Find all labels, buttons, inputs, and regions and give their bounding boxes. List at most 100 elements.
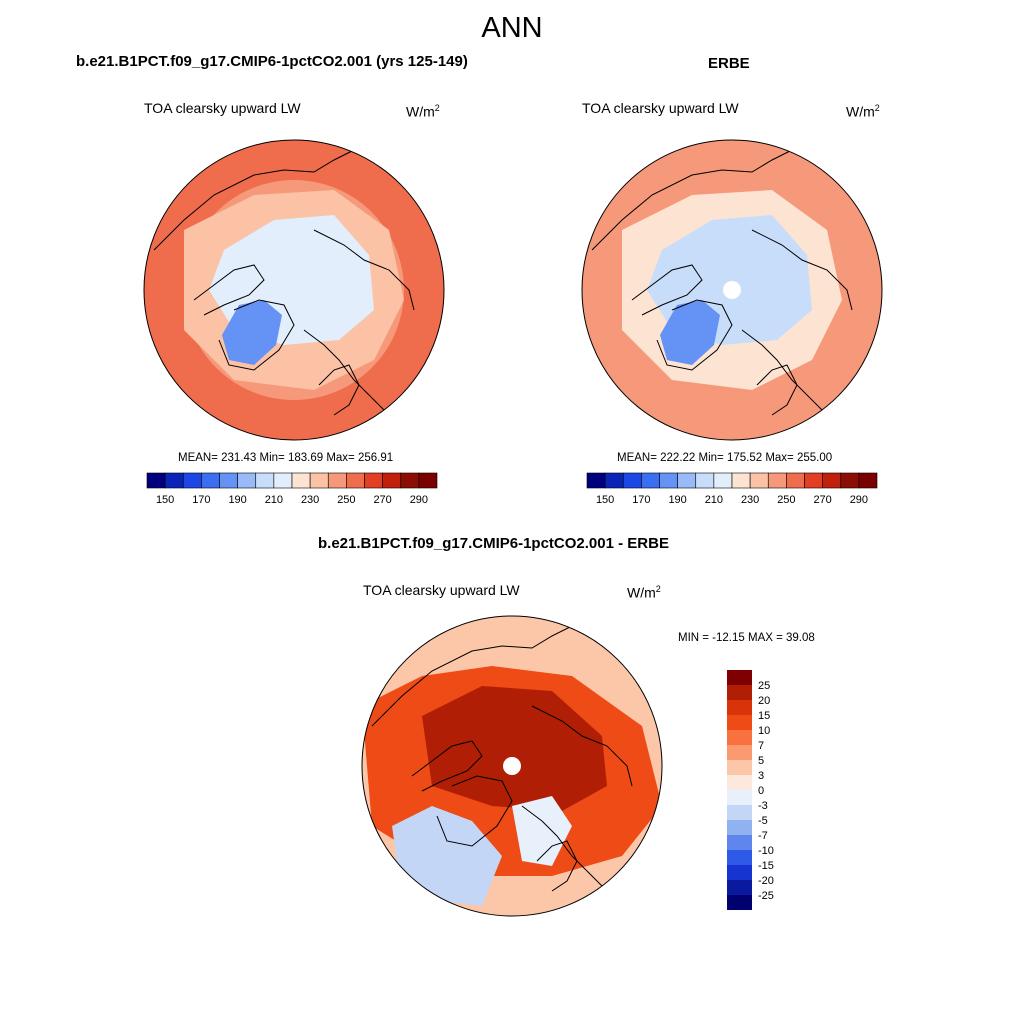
coastline-1 (371, 625, 573, 727)
polar-hole (723, 281, 741, 299)
colorbar-3-tick-label: -7 (758, 830, 768, 842)
colorbar-2-box (622, 472, 642, 489)
colorbar-1-box (364, 472, 383, 489)
colorbar-2-tick-label: 250 (777, 494, 795, 506)
coastline-6 (756, 364, 798, 416)
panel1-units: W/m2 (406, 103, 440, 120)
panel2-title: ERBE (708, 55, 750, 72)
colorbar-2-box (586, 472, 606, 489)
colorbar-2-box (677, 472, 697, 489)
colorbar-1-box (346, 472, 365, 489)
colorbar-1-box (201, 472, 220, 489)
polar-hole (503, 757, 521, 775)
colorbar-2-box (804, 472, 823, 489)
colorbar-3-box (727, 850, 752, 865)
colorbar-1-box (237, 472, 257, 489)
colorbar-1-tick-label: 190 (228, 494, 246, 506)
colorbar-3-box (727, 790, 752, 805)
map-3-border (361, 615, 663, 917)
region-eurasia-east (392, 806, 502, 906)
colorbar-2-tick-label: 210 (705, 494, 723, 506)
colorbar-1-box (164, 472, 184, 489)
colorbar-3-tick-label: -25 (758, 890, 774, 902)
colorbar-1-box (273, 472, 293, 489)
colorbar-3-box (727, 745, 752, 760)
region-siberia-negative (512, 796, 572, 866)
colorbar-2-tick-label: 150 (596, 494, 614, 506)
panel1-variable: TOA clearsky upward LW (144, 100, 301, 116)
colorbar-1-box (309, 472, 329, 489)
colorbar-3-box (727, 805, 752, 820)
colorbar-1-tick-label: 230 (301, 494, 319, 506)
colorbar-1-tick-label: 250 (337, 494, 355, 506)
colorbar-1-box (327, 472, 347, 489)
colorbar-3-tick-label: -15 (758, 860, 774, 872)
coastline-3 (218, 299, 295, 371)
colorbar-3-box (727, 730, 752, 745)
panel3-units: W/m2 (627, 584, 661, 601)
coastline-6 (536, 840, 578, 892)
colorbar-2-tick-label: 290 (850, 494, 868, 506)
colorbar-2-box (749, 472, 769, 489)
colorbar-3-box (727, 895, 752, 910)
colorbar-2-box (659, 472, 678, 489)
coastline-2 (411, 740, 483, 792)
colorbar-1-tick-label: 210 (265, 494, 283, 506)
colorbar-2-box (767, 472, 787, 489)
colorbar-2-box (731, 472, 751, 489)
coastline-3 (656, 299, 733, 371)
map-3-field (362, 616, 662, 916)
coastline-5 (531, 705, 633, 787)
colorbar-3-box (727, 835, 752, 850)
region-greenland (222, 300, 282, 365)
colorbar-1-box (146, 472, 166, 489)
map-1-field (144, 140, 444, 440)
coastline-5 (751, 229, 853, 311)
colorbar-2-box (786, 472, 805, 489)
colorbar-2-tick-label: 230 (741, 494, 759, 506)
panel1-title: b.e21.B1PCT.f09_g17.CMIP6-1pctCO2.001 (y… (76, 53, 468, 70)
colorbar-3-tick-label: 20 (758, 695, 770, 707)
colorbar-2-box (641, 472, 660, 489)
colorbar-1-box (291, 472, 311, 489)
panel2-variable: TOA clearsky upward LW (582, 100, 739, 116)
colorbar-3-box (727, 760, 752, 775)
map-2-border (581, 139, 883, 441)
colorbar-3-tick-label: 15 (758, 710, 770, 722)
colorbar-1-box (255, 472, 275, 489)
colorbar-1-box (382, 472, 402, 489)
colorbar-2-box (713, 472, 733, 489)
colorbar-3-box (727, 865, 752, 880)
colorbar-3-tick-label: 0 (758, 785, 764, 797)
coastline-1 (153, 149, 355, 251)
colorbar-1-tick-label: 170 (192, 494, 210, 506)
colorbar-3-box (727, 715, 752, 730)
panel2-stats: MEAN= 222.22 Min= 175.52 Max= 255.00 (617, 452, 833, 464)
colorbar-1-tick-label: 150 (156, 494, 174, 506)
coastline-2 (631, 264, 703, 316)
colorbar-3-tick-label: 25 (758, 680, 770, 692)
coastline-4 (521, 805, 608, 892)
colorbar-3-box (727, 700, 752, 715)
coastline-6 (318, 364, 360, 416)
figure-title: ANN (481, 12, 543, 44)
panel3-stats: MIN = -12.15 MAX = 39.08 (678, 632, 815, 644)
panel2-units: W/m2 (846, 103, 880, 120)
colorbar-3-tick-label: -20 (758, 875, 774, 887)
colorbar-3-tick-label: 10 (758, 725, 770, 737)
colorbar-3-tick-label: -3 (758, 800, 768, 812)
colorbar-1-box (418, 472, 438, 489)
colorbar-1-box (400, 472, 420, 489)
region-greenland (660, 300, 720, 365)
map-2-field (582, 140, 882, 440)
colorbar-3-box (727, 685, 752, 700)
colorbar-2-box (695, 472, 715, 489)
colorbar-2-box (822, 472, 842, 489)
panel1-stats: MEAN= 231.43 Min= 183.69 Max= 256.91 (178, 452, 394, 464)
colorbar-2-box (840, 472, 860, 489)
colorbar-1-tick-label: 270 (373, 494, 391, 506)
colorbar-3-box (727, 880, 752, 895)
coastline-1 (591, 149, 793, 251)
coastline-2 (193, 264, 265, 316)
